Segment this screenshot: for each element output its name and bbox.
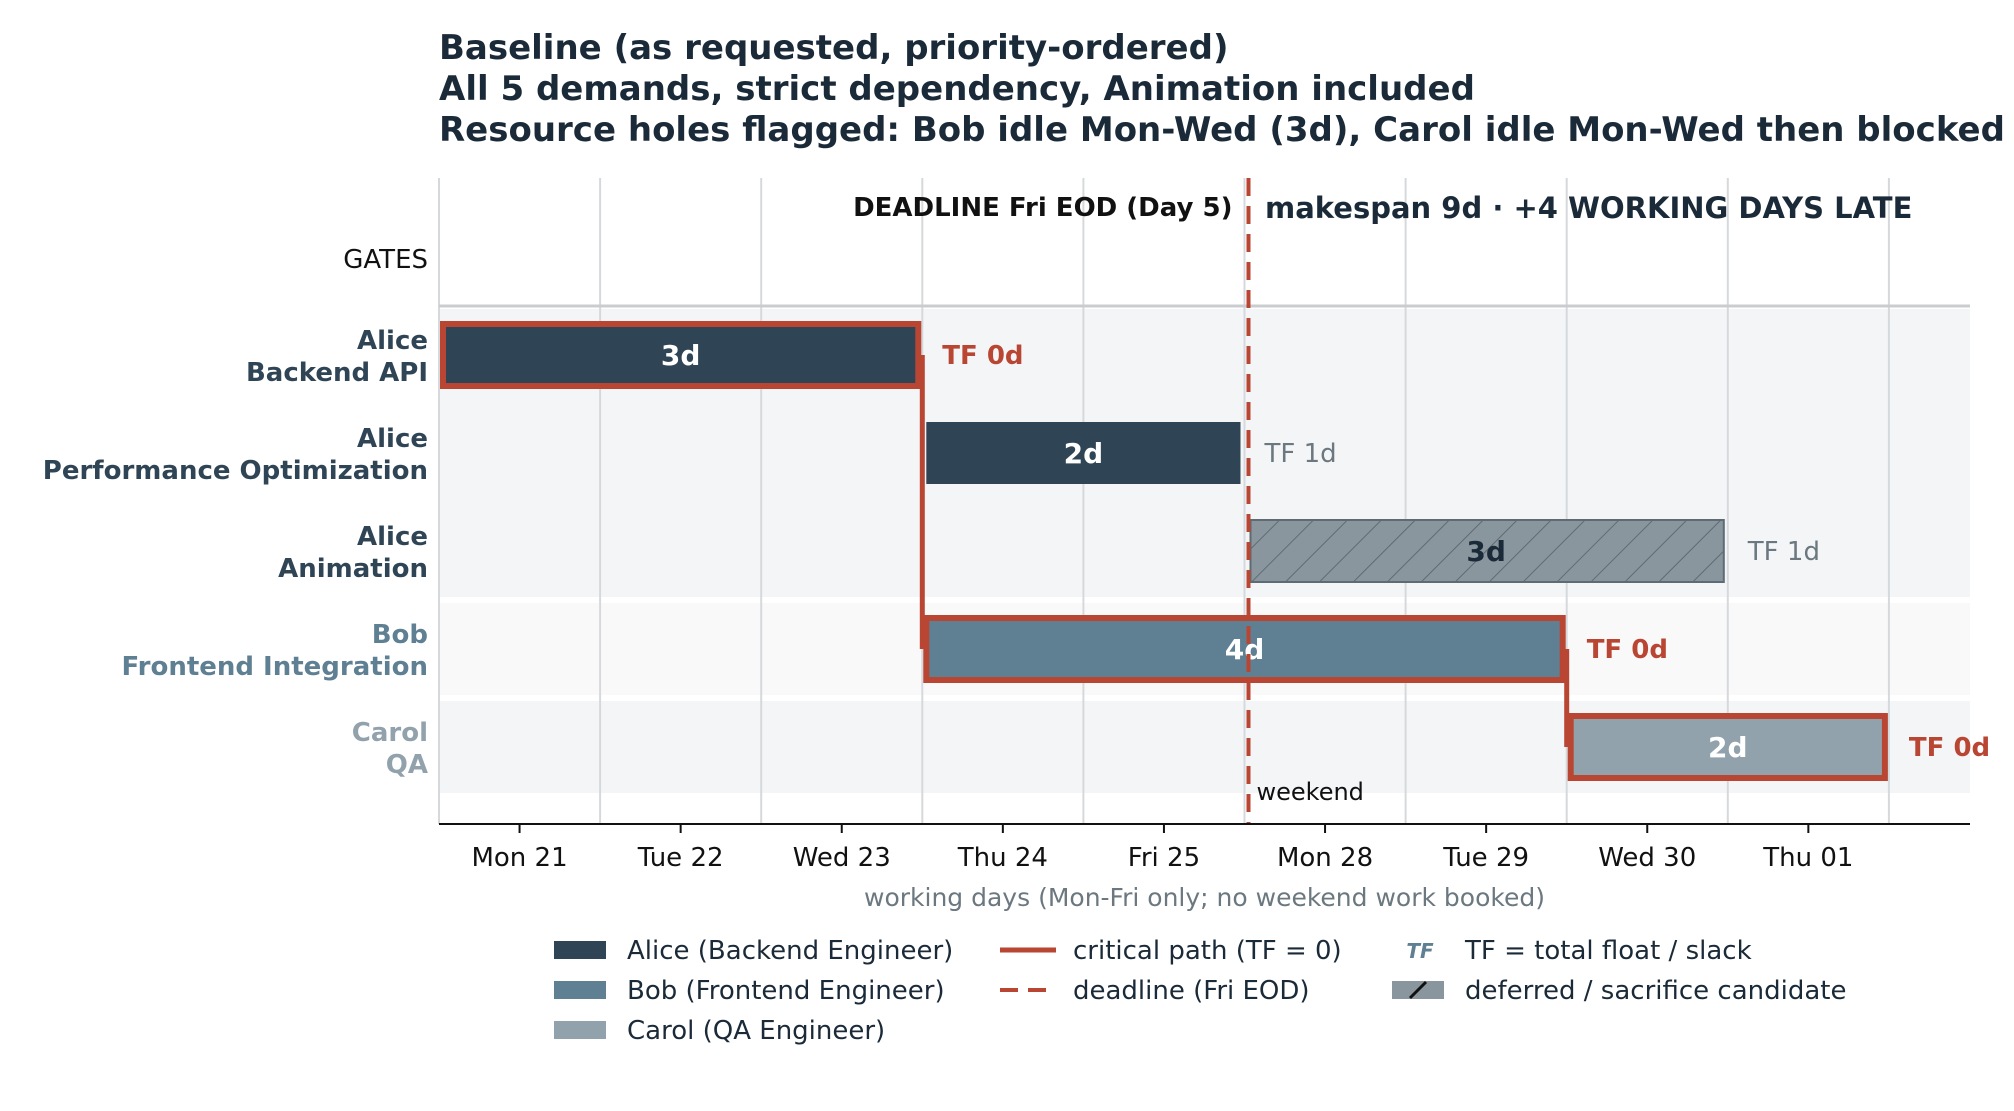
- task-bar-critical: [923, 615, 1566, 683]
- x-tick-label: Thu 24: [957, 843, 1048, 873]
- legend-label: critical path (TF = 0): [1073, 936, 1342, 966]
- tf-label: TF 1d: [1264, 439, 1337, 469]
- task-bar-group: 4d TF 0d: [923, 615, 1668, 683]
- x-axis: Mon 21 Tue 22 Wed 23 Thu 24 Fri 25 Mon 28 Tue …: [439, 823, 1970, 912]
- task-bar-critical: [1567, 713, 1888, 781]
- x-tick-label: Mon 21: [471, 843, 567, 873]
- legend-item-alice: Alice (Backend Engineer): [554, 936, 953, 966]
- legend-label: Carol (QA Engineer): [627, 1016, 885, 1046]
- legend-swatch: [554, 1021, 606, 1039]
- gridlines: [438, 178, 1970, 824]
- bar-duration-label: 3d: [661, 339, 701, 372]
- x-tick-label: Thu 01: [1762, 843, 1853, 873]
- legend-label: Bob (Frontend Engineer): [627, 976, 945, 1006]
- x-tick-label: Fri 25: [1128, 843, 1200, 873]
- x-tick-label: Tue 29: [1442, 843, 1529, 873]
- bar-duration-label: 3d: [1466, 535, 1506, 568]
- title-line-3: Resource holes flagged: Bob idle Mon-Wed…: [439, 110, 2005, 150]
- chart-title: Baseline (as requested, priority-ordered…: [439, 28, 2005, 150]
- task-bar-group: 2d TF 0d: [1567, 713, 1990, 781]
- gates-row: GATES makespan 9d · +4 WORKING DAYS LATE: [343, 191, 1912, 275]
- task-bars: 3d TF 0d 2d TF 1d 3d TF 1d 4d TF 0d 2d TF 0d: [440, 321, 1990, 781]
- legend-item-bob: Bob (Frontend Engineer): [554, 976, 945, 1006]
- legend-label: deferred / sacrifice candidate: [1465, 976, 1846, 1006]
- bar-duration-label: 2d: [1708, 731, 1748, 764]
- legend: Alice (Backend Engineer) Bob (Frontend En…: [554, 936, 1846, 1046]
- makespan-note: makespan 9d · +4 WORKING DAYS LATE: [1265, 191, 1912, 225]
- x-tick-label: Mon 28: [1277, 843, 1373, 873]
- legend-item-tf: TF TF = total float / slack: [1406, 936, 1751, 966]
- deadline-marker: DEADLINE Fri EOD (Day 5) weekend: [853, 178, 1364, 824]
- bar-duration-label: 2d: [1064, 437, 1104, 470]
- x-axis-label: working days (Mon-Fri only; no weekend w…: [864, 883, 1545, 912]
- row-person: Alice: [357, 424, 428, 454]
- x-tick-label: Wed 30: [1598, 843, 1696, 873]
- tf-glyph: TF: [1406, 939, 1434, 963]
- legend-swatch: [554, 981, 606, 999]
- x-tick-label: Wed 23: [793, 843, 891, 873]
- title-line-2: All 5 demands, strict dependency, Animat…: [439, 69, 1475, 109]
- row-task: Backend API: [246, 358, 428, 388]
- hatch-overlay: [1250, 520, 1724, 582]
- task-bar-critical: [440, 321, 922, 389]
- row-person: Bob: [372, 620, 428, 650]
- task-bar-group: 3d TF 0d: [440, 321, 1024, 389]
- gates-label: GATES: [343, 245, 428, 275]
- task-bar-group: 2d TF 1d: [926, 422, 1337, 484]
- legend-item-critical: critical path (TF = 0): [1000, 936, 1342, 966]
- weekend-label: weekend: [1257, 778, 1364, 806]
- tf-label: TF 0d: [1909, 733, 1990, 763]
- row-task: Performance Optimization: [43, 456, 428, 486]
- tf-label: TF 0d: [1587, 635, 1668, 665]
- legend-item-carol: Carol (QA Engineer): [554, 1016, 885, 1046]
- legend-label: TF = total float / slack: [1464, 936, 1752, 966]
- row-task: QA: [386, 750, 428, 780]
- tf-label: TF 1d: [1747, 537, 1820, 567]
- x-tick-label: Tue 22: [637, 843, 724, 873]
- row-person: Alice: [357, 326, 428, 356]
- legend-item-deferred: deferred / sacrifice candidate: [1392, 976, 1846, 1006]
- legend-label: Alice (Backend Engineer): [627, 936, 953, 966]
- tf-label: TF 0d: [942, 341, 1023, 371]
- row-task: Frontend Integration: [122, 652, 428, 682]
- critical-links: [919, 355, 1570, 747]
- task-bar: [926, 422, 1241, 484]
- row-person: Carol: [352, 718, 428, 748]
- task-bar-group: 3d TF 1d: [1249, 519, 1820, 583]
- row-task: Animation: [278, 554, 428, 584]
- hatch-stroke: [1408, 980, 1428, 1000]
- legend-label: deadline (Fri EOD): [1073, 976, 1310, 1006]
- title-line-1: Baseline (as requested, priority-ordered…: [439, 28, 1229, 68]
- legend-swatch: [554, 941, 606, 959]
- bar-duration-label: 4d: [1225, 633, 1265, 666]
- deadline-label: DEADLINE Fri EOD (Day 5): [853, 193, 1232, 223]
- legend-item-deadline: deadline (Fri EOD): [1000, 976, 1310, 1006]
- row-person: Alice: [357, 522, 428, 552]
